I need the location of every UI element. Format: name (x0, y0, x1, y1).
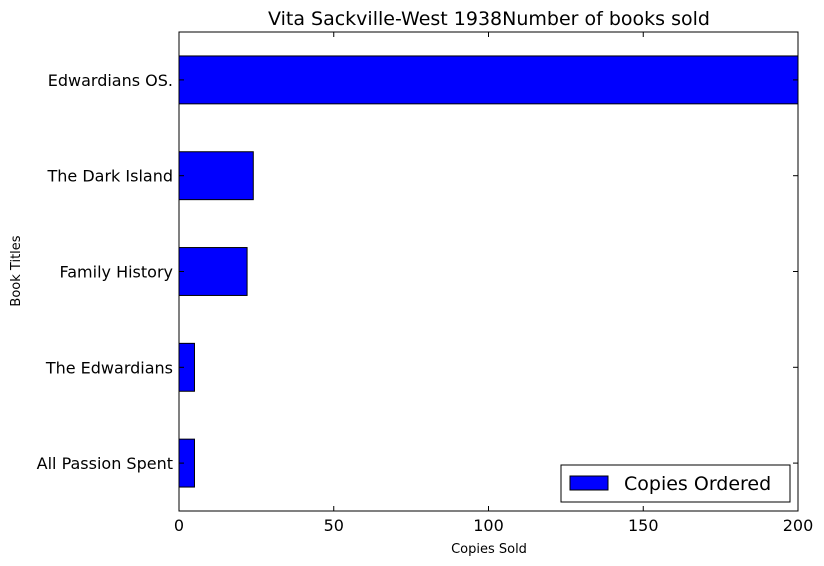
y-axis-label: Book Titles (9, 235, 24, 306)
x-axis-label: Copies Sold (451, 542, 527, 557)
legend-swatch (569, 475, 609, 491)
bars-group (178, 55, 799, 488)
legend-box (560, 464, 791, 503)
legend: Copies Ordered (560, 464, 791, 503)
chart-title: Vita Sackville-West 1938Number of books … (268, 8, 710, 30)
x-tick-label: 100 (473, 516, 504, 535)
x-tick-label: 50 (324, 516, 344, 535)
x-tick-label: 150 (628, 516, 659, 535)
y-tick-label: Family History (60, 263, 174, 282)
y-tick-label: Edwardians OS. (48, 71, 173, 90)
bar (178, 151, 254, 201)
x-tick-label: 0 (174, 516, 184, 535)
x-tick-label: 200 (783, 516, 814, 535)
legend-label: Copies Ordered (624, 473, 771, 495)
bar (178, 55, 799, 105)
y-tick-label: The Dark Island (47, 167, 174, 186)
y-ticks: All Passion Spent The Edwardians Family Hi… (37, 71, 798, 473)
y-tick-label: The Edwardians (45, 358, 173, 377)
x-ticks: 0 50 100 150 200 (174, 32, 813, 535)
bar (178, 247, 248, 296)
y-tick-label: All Passion Spent (37, 454, 173, 473)
